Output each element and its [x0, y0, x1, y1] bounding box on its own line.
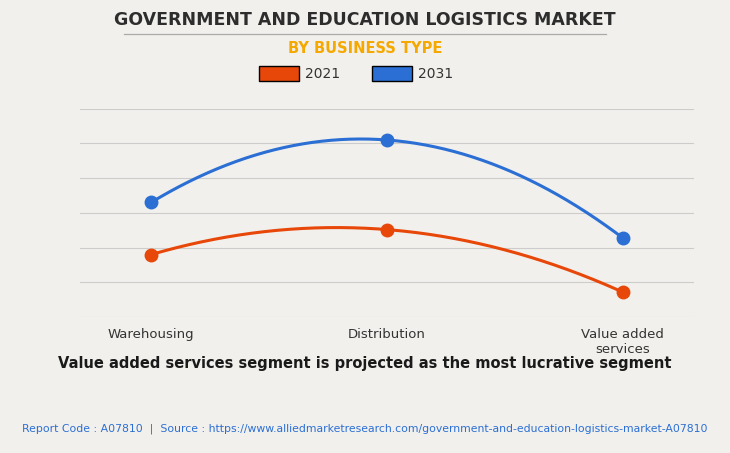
- Text: GOVERNMENT AND EDUCATION LOGISTICS MARKET: GOVERNMENT AND EDUCATION LOGISTICS MARKE…: [114, 11, 616, 29]
- Text: Report Code : A07810  |  Source : https://www.alliedmarketresearch.com/governmen: Report Code : A07810 | Source : https://…: [22, 424, 708, 434]
- Text: Value added services segment is projected as the most lucrative segment: Value added services segment is projecte…: [58, 356, 672, 371]
- Text: 2021: 2021: [305, 67, 340, 81]
- Text: 2031: 2031: [418, 67, 453, 81]
- Text: BY BUSINESS TYPE: BY BUSINESS TYPE: [288, 41, 442, 56]
